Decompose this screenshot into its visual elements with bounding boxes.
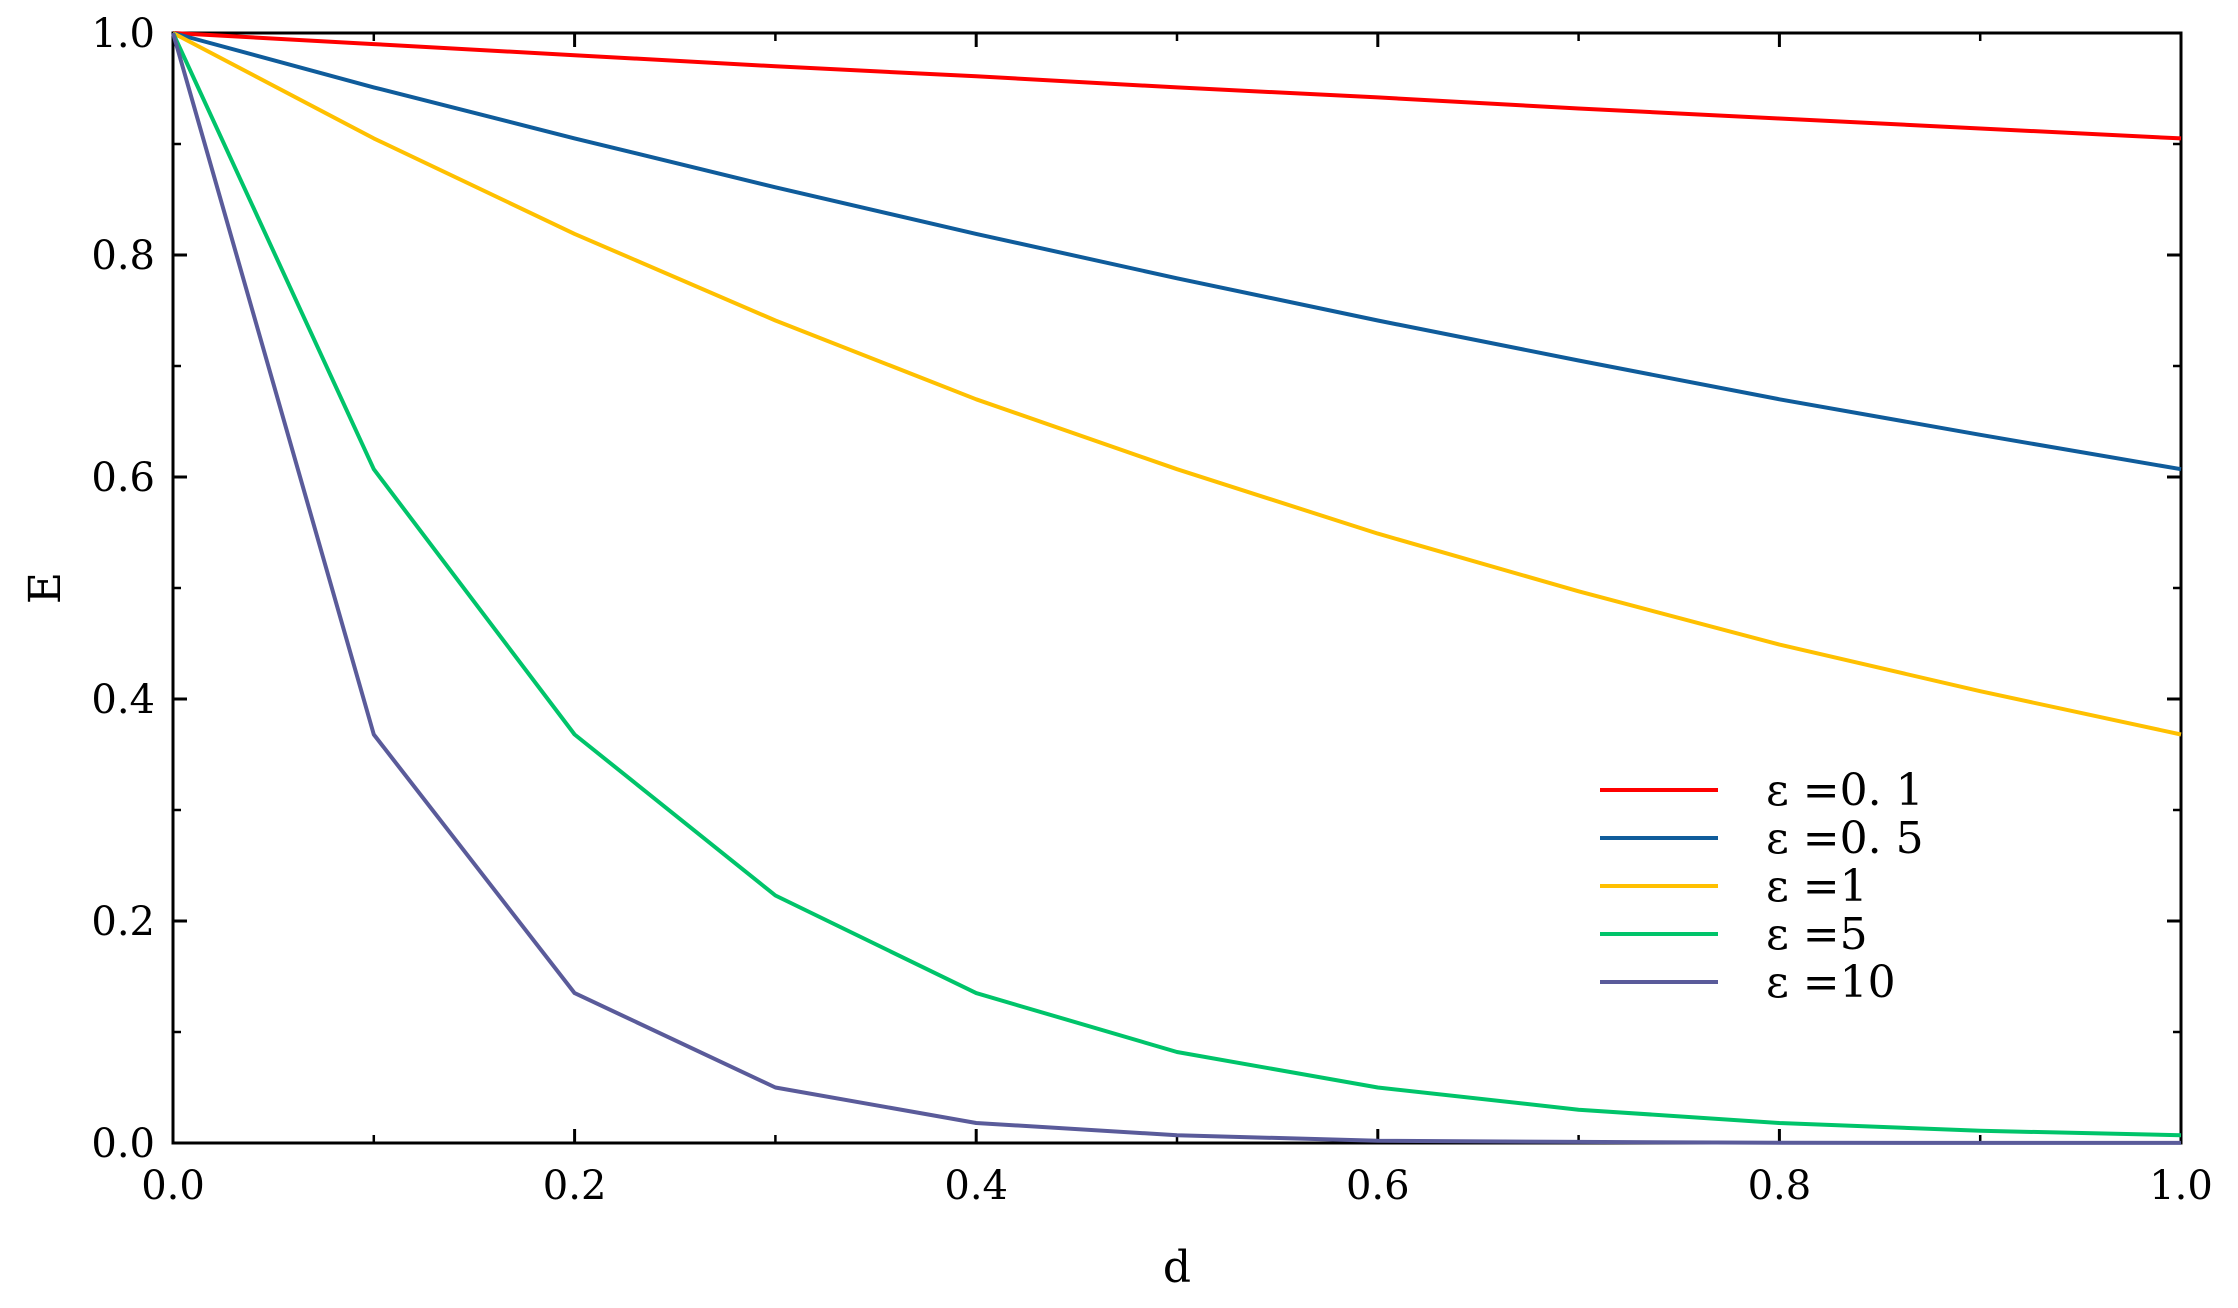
legend-label: ε =10	[1766, 957, 1896, 1008]
y-tick-label: 1.0	[91, 11, 155, 57]
series-line-1	[172, 31, 2182, 472]
y-tick-label: 0.2	[91, 899, 155, 945]
y-tick-label: 0.8	[91, 233, 155, 279]
plot-area	[171, 31, 2183, 1145]
series-line-2	[172, 31, 2182, 737]
y-tick-label: 0.0	[91, 1121, 155, 1167]
series-line-3	[171, 32, 2182, 1138]
x-tick-label: 0.2	[543, 1163, 607, 1209]
legend-label: ε =1	[1766, 861, 1868, 912]
series-line-0	[172, 31, 2182, 141]
y-axis-title: E	[20, 572, 71, 604]
legend-label: ε =0. 1	[1766, 765, 1924, 816]
legend-label: ε =5	[1766, 909, 1868, 960]
series-lines	[171, 31, 2182, 1145]
axis-ticks: 0.0 0.2 0.4 0.6 0.8 1.0 0.0 0.2 0.4 0.6 0.8 1.0	[91, 11, 2212, 1209]
x-tick-label: 0.4	[944, 1163, 1008, 1209]
x-tick-label: 0.8	[1748, 1163, 1812, 1209]
y-tick-label: 0.4	[91, 677, 155, 723]
x-axis-title: d	[1163, 1242, 1191, 1293]
legend-label: ε =0. 5	[1766, 813, 1924, 864]
x-tick-label: 1.0	[2149, 1163, 2213, 1209]
legend: ε =0. 1ε =0. 5ε =1ε =5ε =10	[1600, 765, 1924, 1008]
y-tick-label: 0.6	[91, 455, 155, 501]
series-line-4	[171, 32, 2181, 1145]
x-tick-label: 0.6	[1346, 1163, 1410, 1209]
x-tick-label: 0.0	[141, 1163, 205, 1209]
